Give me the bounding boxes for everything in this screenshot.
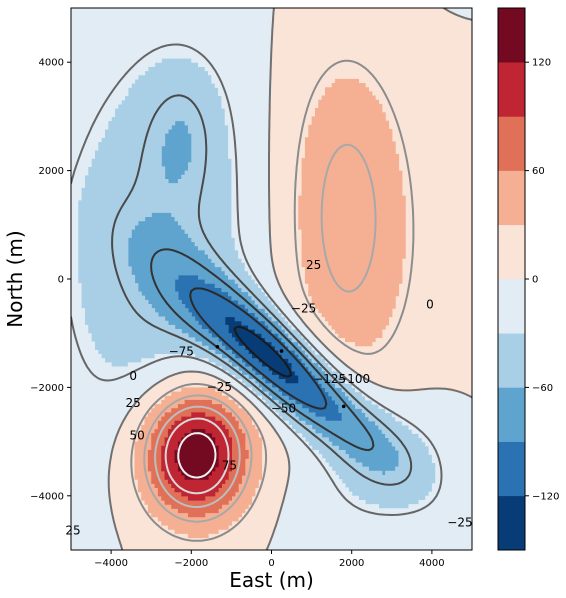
colorbar-segment-7	[498, 116, 525, 171]
contour-label-9: 25	[126, 396, 141, 410]
contour-band-8	[161, 412, 232, 501]
colorbar-tick-label-4: 120	[532, 58, 551, 69]
colorbar-segment-1	[498, 441, 525, 497]
contour-label-6: −25	[207, 380, 232, 394]
contour-line-75	[154, 405, 241, 508]
colorbar-segment-2	[498, 387, 525, 442]
contour-line-m75	[150, 248, 375, 452]
colorbar-segment-8	[498, 62, 525, 117]
data-marker-1	[279, 349, 284, 353]
contour-label-1: −25	[291, 301, 316, 315]
x-axis-label: East (m)	[229, 568, 314, 592]
contour-label-7: 0	[129, 369, 137, 383]
y-tick-label-4: 4000	[39, 58, 64, 69]
plot-area	[71, 8, 472, 550]
contour-label-4: −100	[337, 372, 370, 386]
y-tick-label-2: 0	[58, 275, 64, 286]
colorbar-segment-0	[498, 495, 525, 551]
contour-band-6	[134, 78, 406, 539]
contour-band-5	[107, 8, 472, 550]
contour-line-100	[164, 417, 230, 495]
colorbar-segment-5	[498, 224, 525, 280]
colorbar: −120 −60 0 60 120	[497, 7, 559, 551]
x-tick-label-0: −4000	[94, 558, 128, 569]
contour-label-13: −25	[447, 515, 472, 529]
contour-line-0	[107, 8, 472, 550]
contour-label-8: −50	[271, 402, 296, 416]
contour-line-m25	[71, 43, 443, 516]
data-marker-0	[215, 344, 220, 349]
contour-line-m100	[189, 287, 328, 410]
y-tick-label-0: −4000	[30, 491, 64, 502]
contour-label-5: −125	[313, 372, 346, 386]
x-tick-label-2: 0	[268, 558, 274, 569]
y-tick-label-3: 2000	[39, 166, 64, 177]
colorbar-tick-label-2: 0	[532, 275, 538, 286]
contour-label-0: 25	[306, 258, 321, 272]
contour-band-4	[71, 8, 472, 550]
y-tick-label-1: −2000	[30, 383, 64, 394]
contour-label-10: 50	[130, 429, 145, 443]
contour-band-1	[174, 274, 343, 422]
contour-line-m125	[233, 325, 293, 378]
y-axis: −4000 −2000 0 2000 4000	[30, 58, 71, 502]
y-axis-label: North (m)	[3, 230, 27, 327]
contour-lines	[71, 8, 472, 550]
contour-label-11: 75	[222, 458, 237, 472]
colorbar-segment-3	[498, 333, 525, 388]
contour-line-25	[130, 59, 415, 542]
x-tick-label-4: 4000	[419, 558, 444, 569]
contour-line-50	[143, 143, 377, 523]
contour-label-12: 25	[65, 524, 80, 538]
contour-line-125	[177, 432, 217, 479]
colorbar-tick-label-3: 60	[532, 166, 545, 177]
x-tick-label-1: −2000	[174, 558, 208, 569]
colorbar-segment-6	[498, 170, 525, 226]
colorbar-segment-4	[498, 279, 525, 334]
data-marker-2	[341, 404, 346, 409]
colorbar-segment-9	[498, 8, 525, 63]
x-axis: −4000 −2000 0 2000 4000	[94, 550, 445, 569]
contour-labels: 25 −25 0 −75 −100−125 −25 0 −50 25 50 75 25 −25	[65, 258, 472, 538]
colorbar-tick-label-1: −60	[532, 383, 553, 394]
contour-label-3: −75	[169, 345, 194, 359]
contour-band-0	[224, 316, 299, 384]
data-markers	[215, 344, 346, 409]
contour-band-9	[174, 429, 219, 480]
contour-label-2: 0	[426, 298, 434, 312]
x-tick-label-3: 2000	[339, 558, 364, 569]
colorbar-tick-label-0: −120	[532, 491, 559, 502]
contour-line-m50	[111, 94, 413, 486]
